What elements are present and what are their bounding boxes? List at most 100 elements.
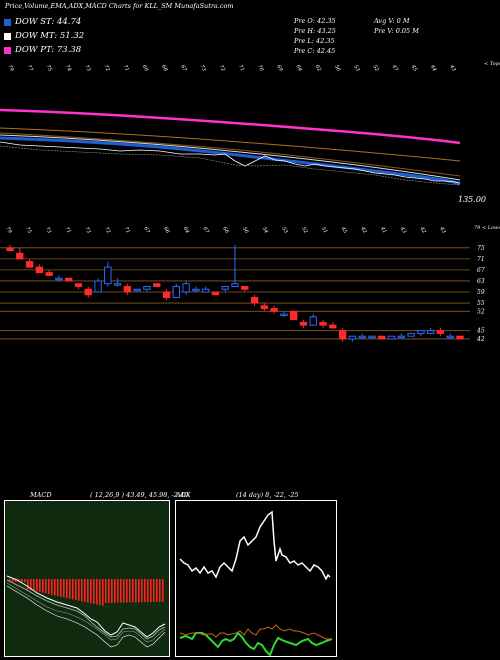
candle-body xyxy=(74,283,83,287)
candle-top-tick: 73 xyxy=(83,226,91,235)
adx-values: (14 day) 8, -22, -25 xyxy=(236,491,299,499)
ema-top-tick: 67 xyxy=(179,64,188,73)
macd-histogram-bar xyxy=(120,579,122,603)
ema-top-tick: 73 xyxy=(83,64,91,73)
ema-top-tick: 79 xyxy=(6,64,15,73)
dow-pt-swatch-icon xyxy=(4,46,11,54)
macd-histogram-bar xyxy=(102,579,104,606)
candle-body xyxy=(153,283,161,287)
stat-open: Pre O: 42.35 xyxy=(294,17,336,25)
dow-st-swatch-icon xyxy=(4,18,11,26)
candle-body xyxy=(250,297,259,304)
macd-histogram-bar xyxy=(63,579,65,598)
ema-top-tick: 44 xyxy=(429,63,438,72)
candle-top-tick: 67 xyxy=(142,226,151,235)
macd-histogram-bar xyxy=(144,579,146,603)
candle-top-tick: 41 xyxy=(379,225,388,234)
macd-histogram-bar xyxy=(36,579,38,592)
candle-body xyxy=(309,316,317,326)
macd-signal-line xyxy=(6,579,166,640)
adx-background xyxy=(176,501,336,656)
candle-body xyxy=(6,247,14,252)
candle-body xyxy=(65,277,73,282)
ema-top-tick: 74 xyxy=(64,64,72,73)
candle-top-tick: 54 xyxy=(261,226,269,235)
candle-lows-label: 79 < Lows xyxy=(474,225,500,231)
candle-body xyxy=(16,252,24,260)
candle-top-tick: 53 xyxy=(280,226,288,235)
macd-histogram-bar xyxy=(108,579,110,603)
candle-body xyxy=(182,283,190,293)
candle-body xyxy=(113,283,122,286)
ema-top-tick: 69 xyxy=(141,64,150,73)
macd-histogram-bar xyxy=(90,579,92,604)
ema-top-tick: 69 xyxy=(275,64,284,73)
ema-st-blue-line xyxy=(0,136,461,186)
adx-label: ADX xyxy=(176,491,191,499)
candle-body xyxy=(280,313,288,317)
macd-histogram-bar xyxy=(51,579,53,595)
macd-fourth-line xyxy=(6,585,166,648)
candle-top-tick: 66 xyxy=(162,226,171,235)
candle-body xyxy=(456,335,464,340)
candle-body xyxy=(338,330,347,340)
candle-body xyxy=(45,272,53,276)
candle-top-tick: 42 xyxy=(418,225,427,234)
candle-top-ticks: 79 75 73 71 73 72 71 67 66 64 67 66 56 54 53 52 51 45 42 41… xyxy=(4,225,446,235)
macd-histogram-bar xyxy=(147,579,149,603)
candle-y-label: 67 xyxy=(477,267,485,274)
candle-body xyxy=(319,321,327,326)
macd-histogram-bar xyxy=(9,579,11,582)
ema-tops-label: < Tops xyxy=(484,61,500,67)
stat-close: Pre C: 42.45 xyxy=(294,47,336,55)
macd-histogram-bar xyxy=(123,579,125,603)
candle-body xyxy=(55,277,63,281)
adx-green-line xyxy=(179,631,333,656)
chart-header-title: Price,Volume,EMA,ADX,MACD Charts for KLL… xyxy=(5,2,234,10)
ema-top-tick: 72 xyxy=(102,64,110,73)
macd-histogram-bar xyxy=(42,579,44,593)
candle-body xyxy=(358,335,366,339)
candle-body xyxy=(201,288,210,293)
legend-dow-pt: DOW PT: 73.38 xyxy=(4,45,81,55)
dow-mt-swatch-icon xyxy=(4,32,11,40)
candle-top-tick: 67 xyxy=(202,226,211,235)
candle-top-tick: 42 xyxy=(359,225,368,234)
ema-brown-line xyxy=(0,127,461,162)
legend-dow-mt-label: DOW MT: 51.32 xyxy=(15,31,85,41)
candle-top-tick: 75 xyxy=(24,226,32,235)
macd-histogram-bar xyxy=(33,579,35,591)
macd-histogram-bar xyxy=(135,579,137,603)
macd-histogram-bar xyxy=(15,579,17,582)
ema-top-tick: 75 xyxy=(45,64,53,73)
macd-histogram-bar xyxy=(159,579,161,602)
macd-histogram-bar xyxy=(162,579,164,602)
candle-body xyxy=(378,335,386,340)
macd-values: ( 12,26,9 ) 43.49, 45.98, -2.49 xyxy=(90,491,189,499)
candle-body xyxy=(172,285,180,299)
candle-body xyxy=(143,285,151,290)
macd-histogram-bar xyxy=(66,579,68,599)
candle-body xyxy=(407,332,415,337)
candle-top-tick: 71 xyxy=(123,226,131,235)
candle-top-tick: 56 xyxy=(241,226,250,235)
candle-y-label: 59 xyxy=(477,289,485,296)
adx-orange-line xyxy=(179,624,332,640)
macd-histogram-bar xyxy=(138,579,140,603)
candle-body xyxy=(94,280,102,293)
ema-top-tick: 52 xyxy=(371,64,379,73)
candle-body xyxy=(368,335,376,339)
candle-top-tick: 71 xyxy=(63,226,71,235)
candle-body xyxy=(192,288,200,292)
candle-body xyxy=(231,283,239,287)
macd-histogram-bar xyxy=(84,579,86,602)
ema-price-label: 135.00 xyxy=(458,195,486,204)
ema-top-tick: 71 xyxy=(122,64,130,73)
candle-body xyxy=(329,324,337,329)
macd-histogram-bar xyxy=(96,579,98,605)
candle-top-tick: 64 xyxy=(182,226,190,235)
macd-histogram-bar xyxy=(111,579,113,603)
macd-histogram-bar xyxy=(27,579,29,590)
ema-dark-brown-line xyxy=(0,132,461,177)
